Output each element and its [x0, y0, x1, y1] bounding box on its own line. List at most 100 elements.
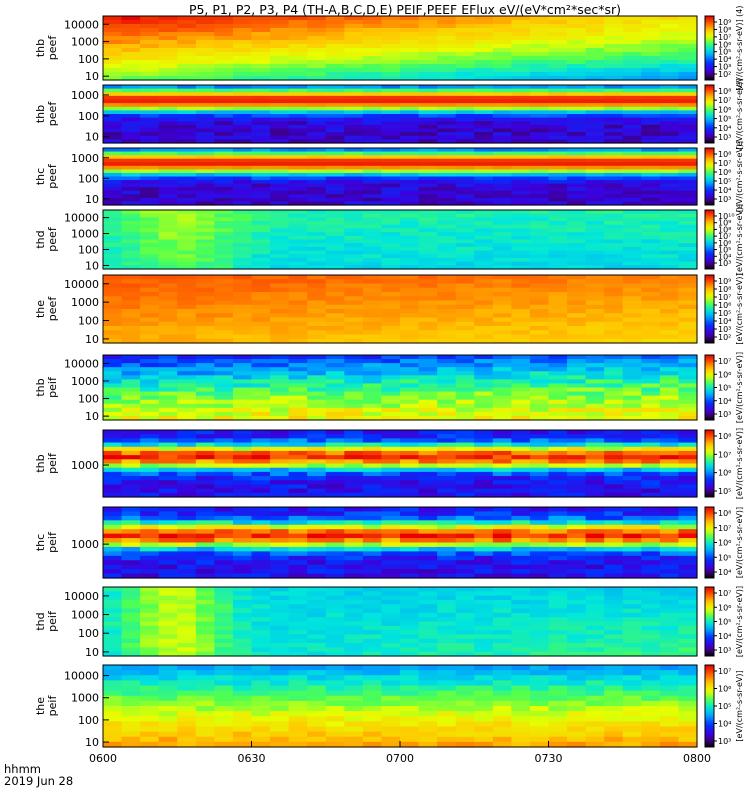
spectrogram-cell — [400, 391, 420, 397]
spectrogram-cell — [140, 455, 160, 460]
spectrogram-cell — [121, 338, 141, 344]
spectrogram-cell — [492, 538, 512, 544]
spectrogram-cell — [659, 243, 680, 248]
spectrogram-cell — [270, 20, 290, 25]
spectrogram-cell — [567, 560, 587, 566]
spectrogram-cell — [492, 564, 512, 570]
spectrogram-cell — [585, 279, 605, 285]
spectrogram-cell — [604, 187, 624, 192]
spectrogram-cell — [177, 279, 197, 285]
spectrogram-cell — [288, 383, 308, 389]
spectrogram-cell — [158, 375, 178, 380]
spectrogram-cell — [678, 434, 698, 439]
spectrogram-cell — [270, 36, 290, 41]
spectrogram-cell — [103, 434, 123, 439]
spectrogram-cell — [158, 617, 178, 623]
spectrogram-cell — [418, 604, 438, 610]
spectrogram-cell — [418, 250, 438, 255]
spectrogram-cell — [400, 213, 420, 218]
spectrogram-cell — [678, 604, 698, 610]
spectrogram-cell — [325, 450, 345, 456]
spectrogram-cell — [511, 304, 531, 310]
spectrogram-cell — [622, 254, 642, 259]
spectrogram-cell — [437, 638, 457, 644]
spectrogram-cell — [307, 20, 327, 25]
spectrogram-cell — [121, 546, 141, 552]
spectrogram-cell — [251, 367, 271, 372]
spectrogram-cell — [641, 330, 661, 336]
spectrogram-cell — [177, 538, 197, 544]
spectrogram-cell — [678, 194, 698, 199]
spectrogram-cell — [529, 24, 550, 29]
spectrogram-cell — [418, 257, 438, 263]
spectrogram-cell — [270, 647, 290, 653]
spectrogram-cell — [511, 221, 531, 226]
spectrogram-cell — [251, 608, 271, 614]
spectrogram-cell — [659, 16, 680, 21]
spectrogram-cell — [121, 711, 141, 717]
spectrogram-cell — [437, 275, 457, 280]
spectrogram-cell — [511, 135, 531, 140]
spectrogram-cell — [567, 176, 587, 181]
spectrogram-cell — [362, 95, 383, 101]
spectrogram-cell — [659, 564, 680, 570]
spectrogram-cell — [251, 520, 271, 526]
spectrogram-cell — [270, 183, 290, 188]
spectrogram-cell — [418, 643, 438, 648]
spectrogram-cell — [622, 232, 642, 237]
spectrogram-cell — [418, 395, 438, 401]
spectrogram-cell — [362, 56, 383, 61]
spectrogram-cell — [362, 32, 383, 37]
spectrogram-cell — [251, 187, 271, 192]
spectrogram-cell — [195, 515, 215, 521]
spectrogram-cell — [214, 103, 234, 108]
spectrogram-cell — [659, 213, 680, 218]
spectrogram-cell — [177, 467, 197, 473]
spectrogram-cell — [307, 379, 327, 385]
spectrogram-cell — [232, 257, 253, 263]
spectrogram-cell — [529, 338, 550, 344]
spectrogram-cell — [641, 176, 661, 181]
spectrogram-cell — [548, 309, 568, 314]
spectrogram-cell — [400, 135, 420, 140]
spectrogram-cell — [103, 533, 123, 539]
colorbar-tick-label: 10⁸ — [718, 150, 731, 159]
spectrogram-cell — [567, 287, 587, 293]
spectrogram-cell — [548, 617, 568, 623]
spectrogram-cell — [288, 430, 308, 435]
spectrogram-cell — [214, 359, 234, 364]
spectrogram-cell — [622, 300, 642, 306]
spectrogram-cell — [585, 309, 605, 314]
spectrogram-cell — [103, 213, 123, 218]
spectrogram-cell — [511, 617, 531, 623]
spectrogram-cell — [548, 197, 568, 203]
spectrogram-cell — [437, 235, 457, 241]
spectrogram-cell — [567, 40, 587, 45]
spectrogram-cell — [362, 379, 383, 385]
spectrogram-cell — [529, 573, 550, 579]
spectrogram-cell — [604, 172, 624, 178]
spectrogram-cell — [288, 44, 308, 49]
spectrogram-cell — [604, 446, 624, 452]
spectrogram-cell — [678, 257, 698, 263]
spectrogram-cell — [270, 139, 290, 144]
spectrogram-cell — [474, 375, 494, 380]
spectrogram-cell — [604, 321, 624, 327]
spectrogram-cell — [455, 128, 475, 133]
spectrogram-cell — [641, 283, 661, 289]
spectrogram-cell — [529, 151, 550, 156]
spectrogram-cell — [418, 317, 438, 323]
spectrogram-cell — [529, 480, 550, 486]
spectrogram-cell — [418, 44, 438, 49]
spectrogram-cell — [400, 617, 420, 623]
spectrogram-cell — [529, 183, 550, 188]
spectrogram-cell — [307, 507, 327, 513]
spectrogram-cell — [158, 399, 178, 405]
spectrogram-cell — [585, 121, 605, 126]
spectrogram-cell — [307, 375, 327, 380]
spectrogram-cell — [529, 56, 550, 61]
spectrogram-cell — [400, 16, 420, 21]
spectrogram-cell — [158, 40, 178, 45]
spectrogram-cell — [418, 507, 438, 513]
spectrogram-cell — [585, 455, 605, 460]
